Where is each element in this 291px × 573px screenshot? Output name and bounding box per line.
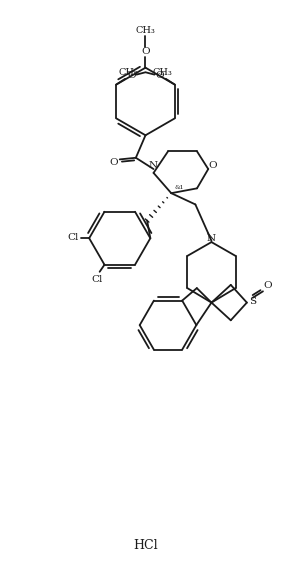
Text: O: O bbox=[127, 71, 136, 80]
Text: HCl: HCl bbox=[133, 539, 158, 552]
Text: CH₃: CH₃ bbox=[136, 26, 155, 35]
Text: N: N bbox=[149, 160, 158, 170]
Text: Cl: Cl bbox=[68, 233, 79, 242]
Text: O: O bbox=[141, 47, 150, 56]
Text: &1: &1 bbox=[175, 185, 184, 190]
Text: O: O bbox=[109, 158, 118, 167]
Text: Cl: Cl bbox=[92, 274, 103, 284]
Text: S: S bbox=[249, 297, 256, 307]
Text: N: N bbox=[207, 234, 216, 243]
Text: O: O bbox=[209, 162, 217, 170]
Text: CH₃: CH₃ bbox=[152, 68, 173, 77]
Text: CH₃: CH₃ bbox=[118, 68, 139, 77]
Text: O: O bbox=[155, 71, 164, 80]
Text: O: O bbox=[263, 281, 272, 290]
